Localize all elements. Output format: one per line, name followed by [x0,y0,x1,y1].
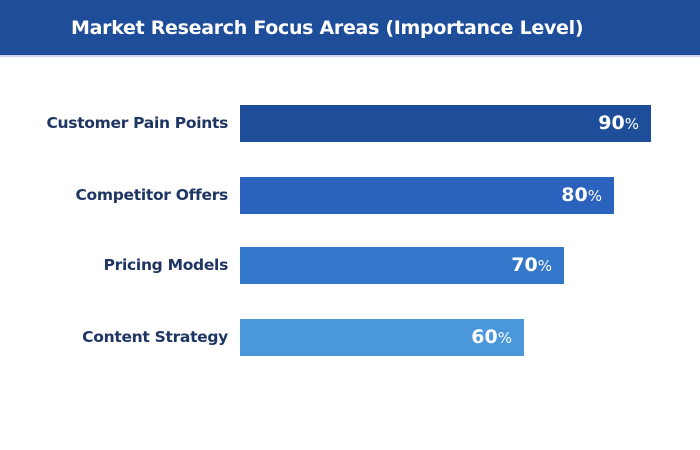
bar-row: Competitor Offers 80% [0,177,700,214]
chart-title: Market Research Focus Areas (Importance … [71,17,584,39]
bar-row: Pricing Models 70% [0,247,700,284]
bar: 90% [240,105,651,142]
category-label: Competitor Offers [75,186,228,204]
value-label: 90% [598,112,639,134]
chart-header: Market Research Focus Areas (Importance … [0,0,700,57]
bar: 80% [240,177,614,214]
bar-row: Customer Pain Points 90% [0,105,700,142]
category-label: Pricing Models [103,256,229,274]
category-label: Content Strategy [82,328,228,346]
category-label: Customer Pain Points [46,114,228,132]
bar-row: Content Strategy 60% [0,319,700,356]
value-label: 70% [511,254,552,276]
bar: 70% [240,247,564,284]
bar: 60% [240,319,524,356]
value-label: 80% [561,184,602,206]
value-label: 60% [471,326,512,348]
